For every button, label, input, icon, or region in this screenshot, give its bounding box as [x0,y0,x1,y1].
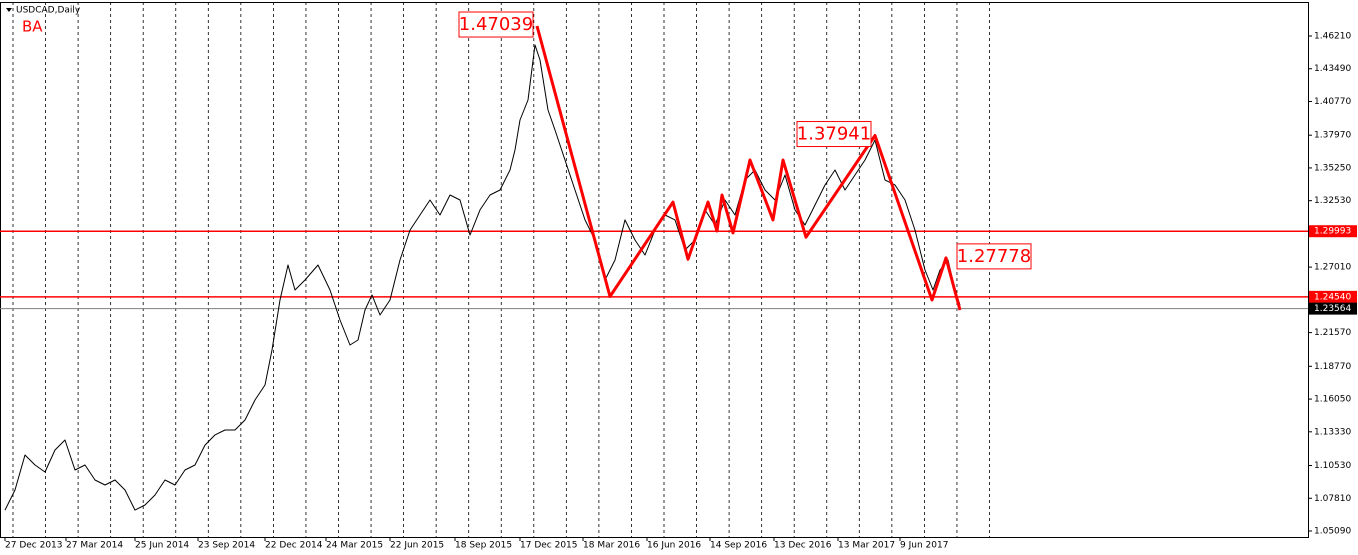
y-tick-label: 1.13330 [1314,427,1351,437]
x-tick-label: 9 Jun 2017 [900,541,948,551]
level-label: 1.23564 [1314,304,1351,314]
x-tick-label: 13 Mar 2017 [838,541,895,551]
x-tick-label: 23 Sep 2014 [198,541,255,551]
zigzag [535,25,962,311]
y-tick-label: 1.32530 [1314,196,1351,206]
x-tick-label: 22 Dec 2014 [265,541,323,551]
x-tick-label: 18 Mar 2016 [583,541,640,551]
x-tick-label: 18 Sep 2015 [455,541,512,551]
price-label-box [796,121,872,148]
y-tick-label: 1.10530 [1314,461,1351,471]
x-tick-label: 13 Dec 2016 [774,541,832,551]
y-tick-label: 1.43490 [1314,64,1351,74]
level-label: 1.29993 [1314,227,1351,237]
y-tick-label: 1.18770 [1314,362,1351,372]
y-tick-label: 1.07810 [1314,494,1351,504]
chart-title: USDCAD,Daily [16,6,81,16]
y-tick-label: 1.21570 [1314,328,1351,338]
y-tick-label: 1.05090 [1314,527,1351,537]
y-tick-label: 1.35250 [1314,163,1351,173]
level-label-bg [1309,302,1357,315]
price-label: 1.27778 [957,246,1031,267]
x-tick-label: 16 Jun 2016 [647,541,701,551]
price-label-box [956,243,1032,270]
y-tick-label: 1.16050 [1314,395,1351,405]
x-tick-label: 14 Sep 2016 [710,541,767,551]
level-label: 1.24540 [1314,292,1351,302]
price-label: 1.37941 [797,124,871,145]
x-tick-label: 17 Dec 2015 [520,541,578,551]
menu-icon [6,8,12,12]
plot-frame [0,2,1309,538]
y-tick-label: 1.46210 [1314,31,1351,41]
price-label-box [458,11,534,38]
y-tick-label: 1.40770 [1314,97,1351,107]
price-label: 1.47039 [459,14,533,35]
indicator-label: BA [22,18,43,36]
level-label-bg [1309,225,1357,238]
y-tick-label: 1.27010 [1314,263,1351,273]
x-tick-label: 27 Dec 2013 [5,541,63,551]
level-label-bg [1309,290,1357,303]
x-tick-label: 22 Jun 2015 [390,541,444,551]
x-tick-label: 24 Mar 2015 [326,541,383,551]
x-tick-label: 27 Mar 2014 [66,541,123,551]
price-line [4,44,961,511]
y-tick-label: 1.37970 [1314,131,1351,141]
x-tick-label: 25 Jun 2014 [135,541,189,551]
